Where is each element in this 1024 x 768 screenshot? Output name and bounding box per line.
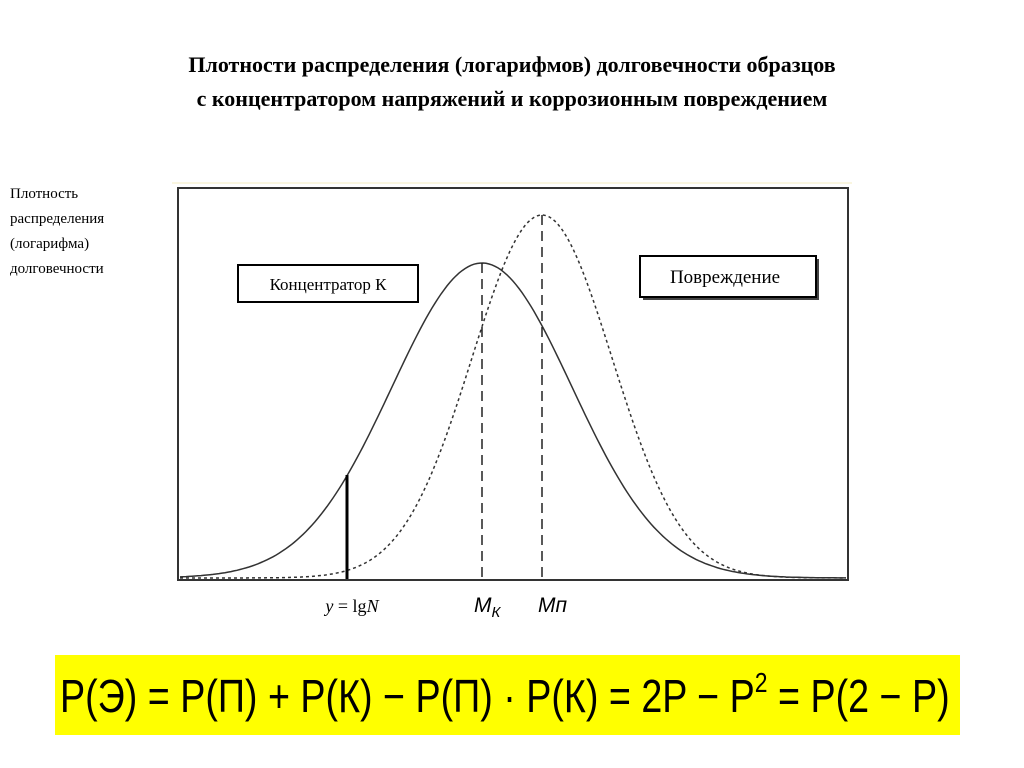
box-label: Повреждение bbox=[670, 267, 780, 288]
marker-k-main: М bbox=[474, 594, 492, 617]
x-label-var: y bbox=[323, 596, 333, 616]
curve-concentrator bbox=[179, 262, 846, 579]
title-line: Плотности распределения (логарифмов) дол… bbox=[188, 52, 835, 77]
curve-damage bbox=[180, 214, 846, 579]
x-label-eq: = lg bbox=[333, 596, 366, 616]
y-label-line: Плотность bbox=[10, 186, 78, 202]
formula-power: 2 bbox=[755, 668, 768, 699]
box-label: Концентратор К bbox=[270, 275, 388, 294]
x-label-n: N bbox=[366, 596, 380, 616]
marker-k: МК bbox=[474, 594, 502, 621]
formula-tail: = P(2 − P) bbox=[768, 670, 950, 721]
box bbox=[639, 255, 817, 298]
plot-frame bbox=[177, 187, 849, 581]
y-label-line: распределения bbox=[10, 211, 104, 227]
formula-bg bbox=[55, 655, 960, 735]
marker-k-sub: К bbox=[492, 604, 502, 621]
x-label: y = lgN bbox=[323, 596, 379, 616]
marker-p: Мп bbox=[538, 594, 567, 617]
y-label-line: (логарифма) bbox=[10, 236, 89, 252]
title-line: с концентратором напряжений и коррозионн… bbox=[197, 86, 828, 111]
title: Плотности распределения (логарифмов) дол… bbox=[188, 52, 835, 111]
y-label-line: долговечности bbox=[10, 261, 104, 277]
box bbox=[237, 264, 419, 303]
formula-main: P(Э) = P(П) + P(К) − P(П) · P(К) = 2P − … bbox=[60, 670, 755, 721]
formula: P(Э) = P(П) + P(К) − P(П) · P(К) = 2P − … bbox=[60, 668, 950, 722]
y-label: Плотность распределения (логарифма) долг… bbox=[10, 186, 104, 277]
